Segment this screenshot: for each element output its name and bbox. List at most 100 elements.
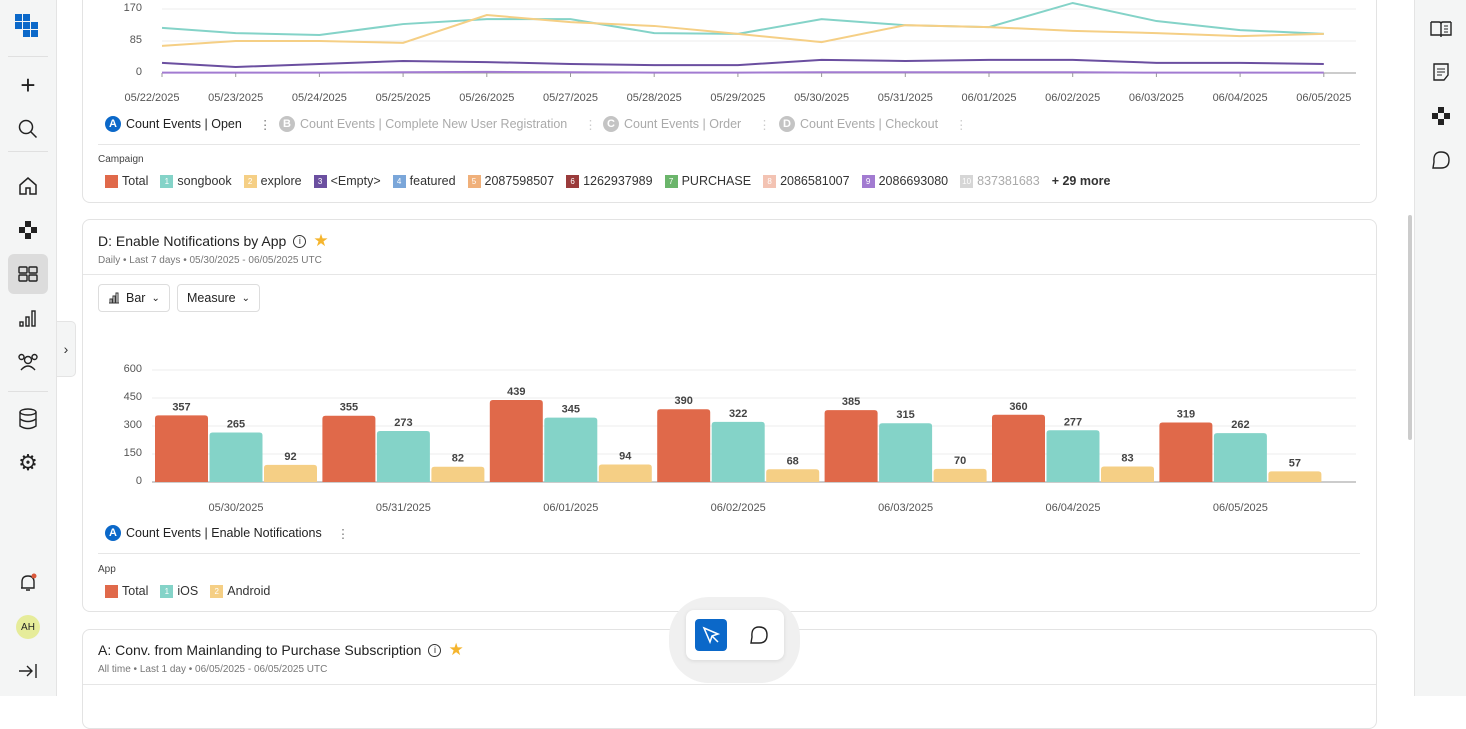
legend-item[interactable]: 10 837381683 bbox=[960, 174, 1040, 188]
legend-item[interactable]: Total bbox=[105, 174, 148, 188]
more-options-icon[interactable]: ⋮ bbox=[584, 117, 597, 132]
legend-item[interactable]: 2 explore bbox=[243, 174, 302, 188]
bar-ios[interactable] bbox=[879, 423, 933, 482]
more-options-icon[interactable]: ⋮ bbox=[258, 117, 272, 132]
more-options-icon[interactable]: ⋮ bbox=[758, 117, 771, 132]
bar-value-label: 319 bbox=[1177, 408, 1195, 420]
legend-item[interactable]: 7 PURCHASE bbox=[664, 174, 751, 188]
star-favorite-icon[interactable]: ★ bbox=[313, 231, 329, 250]
legend-item[interactable]: 3 <Empty> bbox=[313, 174, 381, 188]
expand-panel-chevron-icon[interactable]: › bbox=[57, 321, 76, 377]
bar-total[interactable] bbox=[322, 415, 376, 482]
components-icon[interactable] bbox=[8, 210, 48, 250]
bar-ios[interactable] bbox=[544, 417, 598, 482]
more-options-icon[interactable]: ⋮ bbox=[955, 117, 968, 132]
chevron-down-icon: ⌄ bbox=[151, 292, 160, 304]
avatar[interactable]: AH bbox=[8, 607, 48, 647]
bar-android[interactable] bbox=[431, 466, 485, 482]
docs-book-icon[interactable] bbox=[1421, 9, 1461, 49]
y-tick-label: 300 bbox=[123, 419, 142, 431]
plus-icon[interactable]: + bbox=[20, 69, 36, 100]
legend-item[interactable]: 6 1262937989 bbox=[566, 174, 653, 188]
bar-ios[interactable] bbox=[1046, 430, 1100, 482]
query-chip-a[interactable]: A Count Events | Open ⋮ bbox=[105, 116, 271, 132]
x-tick-label: 06/03/2025 bbox=[878, 502, 934, 514]
scrollbar[interactable] bbox=[1408, 215, 1412, 440]
query-label: Count Events | Checkout bbox=[800, 117, 939, 131]
line-series-explore[interactable] bbox=[161, 14, 1324, 47]
chat-bubble-icon[interactable] bbox=[1421, 140, 1461, 180]
bar-android[interactable] bbox=[1101, 466, 1154, 482]
home-icon[interactable] bbox=[8, 166, 48, 206]
search-icon[interactable] bbox=[8, 109, 48, 149]
bar-total[interactable] bbox=[1159, 422, 1213, 482]
bar-total[interactable] bbox=[657, 409, 711, 482]
apps-logo-icon[interactable] bbox=[8, 7, 48, 47]
card-title: A: Conv. from Mainlanding to Purchase Su… bbox=[98, 640, 464, 660]
legend-item[interactable]: 2 Android bbox=[210, 584, 270, 598]
components-icon[interactable] bbox=[1421, 96, 1461, 136]
query-chip-b[interactable]: B Count Events | Complete New User Regist… bbox=[279, 116, 597, 132]
bar-chart: 357 265 92 355 273 82 439 345 94 390 322 68 385 315 70… bbox=[152, 369, 1356, 483]
bar-value-label: 385 bbox=[842, 396, 860, 408]
legend-item[interactable]: 1 songbook bbox=[160, 174, 232, 188]
query-chip-a[interactable]: A Count Events | Enable Notifications ⋮ bbox=[105, 525, 349, 541]
bar-ios[interactable] bbox=[711, 421, 765, 482]
info-icon[interactable]: i bbox=[428, 643, 442, 657]
bar-ios[interactable] bbox=[1213, 433, 1267, 482]
bar-ios[interactable] bbox=[209, 432, 263, 482]
bar-android[interactable] bbox=[264, 464, 317, 482]
bar-value-label: 390 bbox=[675, 395, 693, 407]
chart-type-dropdown[interactable]: Bar ⌄ bbox=[98, 284, 170, 312]
bar-total[interactable] bbox=[155, 415, 208, 482]
settings-gear-icon[interactable]: ⚙ bbox=[18, 450, 38, 475]
legend-label: Total bbox=[122, 174, 149, 188]
bar-total[interactable] bbox=[489, 400, 543, 482]
bar-android[interactable] bbox=[598, 464, 652, 482]
line-series-empty[interactable] bbox=[161, 58, 1324, 68]
legend-item[interactable]: 1 iOS bbox=[160, 584, 198, 598]
bar-android[interactable] bbox=[933, 468, 987, 482]
users-icon[interactable] bbox=[8, 342, 48, 382]
collapse-sidebar-icon[interactable] bbox=[8, 651, 48, 691]
bar-android[interactable] bbox=[1268, 471, 1322, 482]
query-badge: A bbox=[105, 116, 121, 132]
card-title-text: D: Enable Notifications by App bbox=[98, 233, 287, 249]
notifications-bell-icon[interactable] bbox=[8, 563, 48, 603]
legend-item[interactable]: 8 2086581007 bbox=[763, 174, 850, 188]
legend-item[interactable]: 4 featured bbox=[392, 174, 456, 188]
y-tick-label: 150 bbox=[123, 447, 142, 459]
query-chip-d[interactable]: D Count Events | Checkout ⋮ bbox=[779, 116, 968, 132]
line-series[interactable] bbox=[162, 70, 1324, 74]
legend-item[interactable]: 9 2086693080 bbox=[861, 174, 949, 188]
x-tick-label: 05/31/2025 bbox=[375, 502, 431, 514]
comment-button[interactable] bbox=[743, 619, 775, 651]
bar-value-label: 315 bbox=[896, 409, 914, 421]
chat-bubble-icon bbox=[750, 626, 768, 644]
legend-label: iOS bbox=[177, 584, 199, 598]
query-chip-c[interactable]: C Count Events | Order ⋮ bbox=[603, 116, 771, 132]
star-favorite-icon[interactable]: ★ bbox=[448, 640, 464, 659]
measure-dropdown[interactable]: Measure ⌄ bbox=[177, 284, 261, 312]
x-tick-label: 06/04/2025 bbox=[1212, 92, 1268, 104]
bar-value-label: 265 bbox=[227, 419, 245, 431]
more-legend-link[interactable]: + 29 more bbox=[1051, 174, 1111, 188]
notes-icon[interactable] bbox=[1421, 52, 1461, 92]
bar-android[interactable] bbox=[766, 469, 820, 482]
dashboards-icon[interactable] bbox=[8, 254, 48, 294]
x-tick-label: 05/24/2025 bbox=[291, 92, 347, 104]
select-cursor-button[interactable] bbox=[695, 619, 727, 651]
reports-icon[interactable] bbox=[8, 298, 48, 338]
bar-ios[interactable] bbox=[376, 431, 430, 482]
card-subtitle: All time • Last 1 day • 06/05/2025 - 06/… bbox=[98, 664, 328, 675]
legend-item[interactable]: 5 2087598507 bbox=[467, 174, 554, 188]
more-options-icon[interactable]: ⋮ bbox=[336, 526, 350, 541]
info-icon[interactable]: i bbox=[293, 234, 307, 248]
bar-value-label: 322 bbox=[729, 408, 747, 420]
bar-total[interactable] bbox=[824, 410, 878, 482]
campaign-legend: Total 1 songbook 2 explore 3 <Empty> 4 featured 5… bbox=[105, 174, 1110, 188]
database-icon[interactable] bbox=[8, 399, 48, 439]
bar-total[interactable] bbox=[992, 414, 1045, 482]
legend-label: 2086693080 bbox=[878, 174, 949, 188]
legend-item[interactable]: Total bbox=[105, 584, 148, 598]
